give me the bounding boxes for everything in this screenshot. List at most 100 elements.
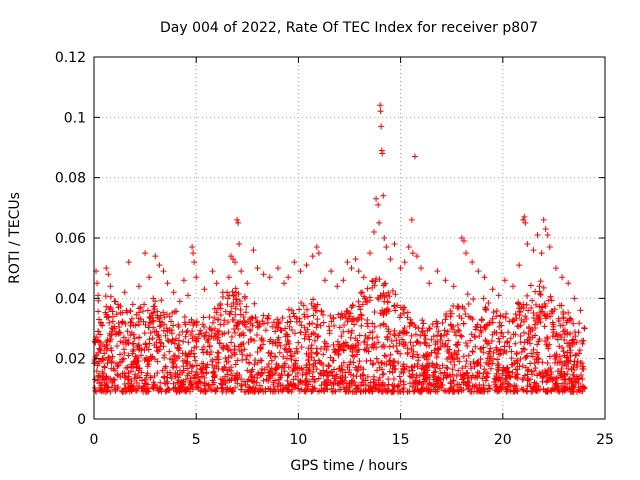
data-point — [571, 358, 578, 365]
data-point — [477, 362, 484, 369]
data-point — [523, 353, 530, 360]
data-point — [100, 388, 107, 395]
data-point — [258, 336, 265, 343]
data-point — [530, 346, 537, 353]
data-point — [213, 309, 220, 316]
data-point — [425, 360, 432, 367]
data-point — [482, 336, 489, 343]
data-point — [426, 374, 433, 381]
data-point — [396, 340, 403, 347]
data-point — [520, 345, 527, 352]
data-point — [392, 307, 399, 314]
data-point — [422, 364, 429, 371]
data-point — [476, 333, 483, 340]
data-point — [422, 353, 429, 360]
data-point — [502, 386, 509, 393]
data-point — [375, 296, 382, 303]
data-point — [195, 374, 202, 381]
data-point — [257, 344, 264, 351]
data-point — [527, 334, 534, 341]
data-point — [188, 364, 195, 371]
data-point — [150, 379, 157, 386]
data-point — [465, 352, 472, 359]
data-point — [477, 356, 484, 363]
data-point — [247, 320, 254, 327]
data-point — [211, 314, 218, 321]
data-point — [150, 317, 157, 324]
data-point — [296, 318, 303, 325]
data-point — [558, 383, 565, 390]
data-point — [133, 354, 140, 361]
data-point — [569, 384, 576, 391]
data-point — [349, 348, 356, 355]
data-point — [355, 298, 362, 305]
data-point — [395, 332, 402, 339]
data-point — [349, 316, 356, 323]
data-point — [243, 303, 250, 310]
data-point — [567, 376, 574, 383]
data-point — [369, 384, 376, 391]
data-point — [356, 358, 363, 365]
data-point — [201, 374, 208, 381]
data-point — [219, 381, 226, 388]
data-point — [540, 284, 547, 291]
data-point — [385, 387, 392, 394]
data-point — [246, 316, 253, 323]
data-point — [499, 370, 506, 377]
data-point — [185, 292, 192, 299]
data-point — [326, 330, 333, 337]
data-point — [180, 277, 187, 284]
data-point — [286, 323, 293, 330]
data-point — [168, 375, 175, 382]
data-point — [437, 332, 444, 339]
data-point — [520, 301, 527, 308]
data-point — [362, 388, 369, 395]
data-point — [516, 363, 523, 370]
data-point — [254, 348, 261, 355]
data-point — [536, 283, 543, 290]
data-point — [536, 336, 543, 343]
data-point — [149, 335, 156, 342]
data-point — [537, 386, 544, 393]
data-point — [490, 349, 497, 356]
data-point — [564, 340, 571, 347]
data-point — [443, 387, 450, 394]
data-point — [156, 262, 163, 269]
data-point — [564, 329, 571, 336]
data-point — [354, 367, 361, 374]
data-point — [433, 375, 440, 382]
data-point — [294, 369, 301, 376]
data-point — [513, 350, 520, 357]
data-point — [109, 318, 116, 325]
data-point — [248, 377, 255, 384]
data-point — [94, 280, 101, 287]
data-point — [445, 337, 452, 344]
data-point — [383, 244, 390, 251]
data-point — [184, 365, 191, 372]
data-point — [502, 376, 509, 383]
data-point — [414, 363, 421, 370]
data-point — [486, 361, 493, 368]
data-point — [189, 328, 196, 335]
data-point — [160, 309, 167, 316]
data-point — [140, 388, 147, 395]
data-point — [328, 368, 335, 375]
data-point — [111, 298, 118, 305]
data-point — [516, 312, 523, 319]
data-point — [172, 385, 179, 392]
data-point — [101, 364, 108, 371]
data-point — [350, 315, 357, 322]
data-point — [230, 299, 237, 306]
data-point — [210, 370, 217, 377]
data-point — [483, 373, 490, 380]
data-point — [105, 271, 112, 278]
data-point — [454, 322, 461, 329]
data-point — [265, 369, 272, 376]
data-point — [381, 344, 388, 351]
data-point — [462, 381, 469, 388]
data-point — [151, 372, 158, 379]
data-point — [197, 365, 204, 372]
data-point — [463, 250, 470, 257]
data-point — [95, 360, 102, 367]
data-point — [334, 338, 341, 345]
